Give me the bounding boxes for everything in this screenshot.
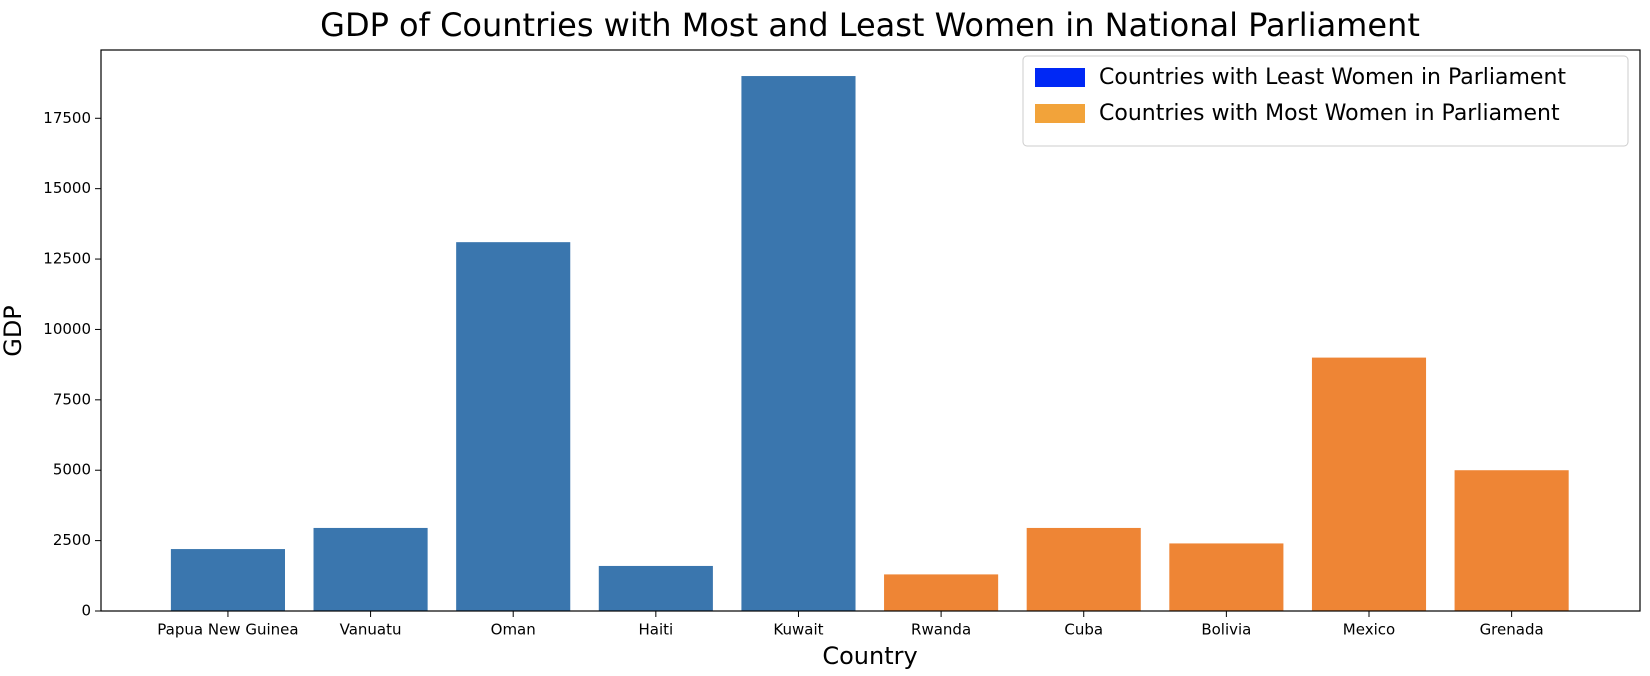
y-axis-label: GDP: [0, 305, 27, 357]
bar: [456, 242, 571, 611]
bar: [1026, 527, 1141, 611]
bar: [170, 549, 285, 611]
plot-frame: [100, 49, 1641, 612]
y-tick-label: 2500: [53, 531, 91, 549]
x-axis-label: Country: [822, 642, 917, 670]
bar: [598, 565, 713, 611]
x-tick-label: Vanuatu: [340, 621, 402, 639]
legend-frame: [1022, 55, 1629, 147]
bar: [1169, 543, 1284, 611]
y-tick-label: 15000: [43, 179, 91, 197]
x-tick-label: Bolivia: [1201, 621, 1251, 639]
legend-label: Countries with Least Women in Parliament: [1099, 65, 1566, 90]
y-tick-label: 10000: [43, 320, 91, 338]
y-tick-label: 5000: [53, 461, 91, 479]
bar: [313, 527, 428, 611]
x-tick-label: Grenada: [1480, 621, 1544, 639]
x-tick-label: Oman: [491, 621, 536, 639]
y-tick-label: 12500: [43, 250, 91, 268]
y-tick-label: 7500: [53, 390, 91, 408]
x-tick-label: Cuba: [1064, 621, 1103, 639]
x-tick-label: Mexico: [1343, 621, 1395, 639]
x-tick-label: Papua New Guinea: [157, 621, 298, 639]
legend-swatch: [1035, 104, 1085, 123]
x-tick-label: Haiti: [638, 621, 673, 639]
legend-swatch: [1035, 68, 1085, 87]
y-tick-label: 0: [81, 602, 91, 620]
x-tick-label: Kuwait: [773, 621, 823, 639]
bar: [741, 76, 856, 611]
bar: [1454, 470, 1569, 611]
y-tick-label: 17500: [43, 109, 91, 127]
chart-title: GDP of Countries with Most and Least Wom…: [320, 6, 1420, 44]
legend-label: Countries with Most Women in Parliament: [1099, 101, 1560, 126]
x-tick-label: Rwanda: [911, 621, 971, 639]
bar: [1311, 357, 1427, 611]
bar: [884, 574, 999, 611]
